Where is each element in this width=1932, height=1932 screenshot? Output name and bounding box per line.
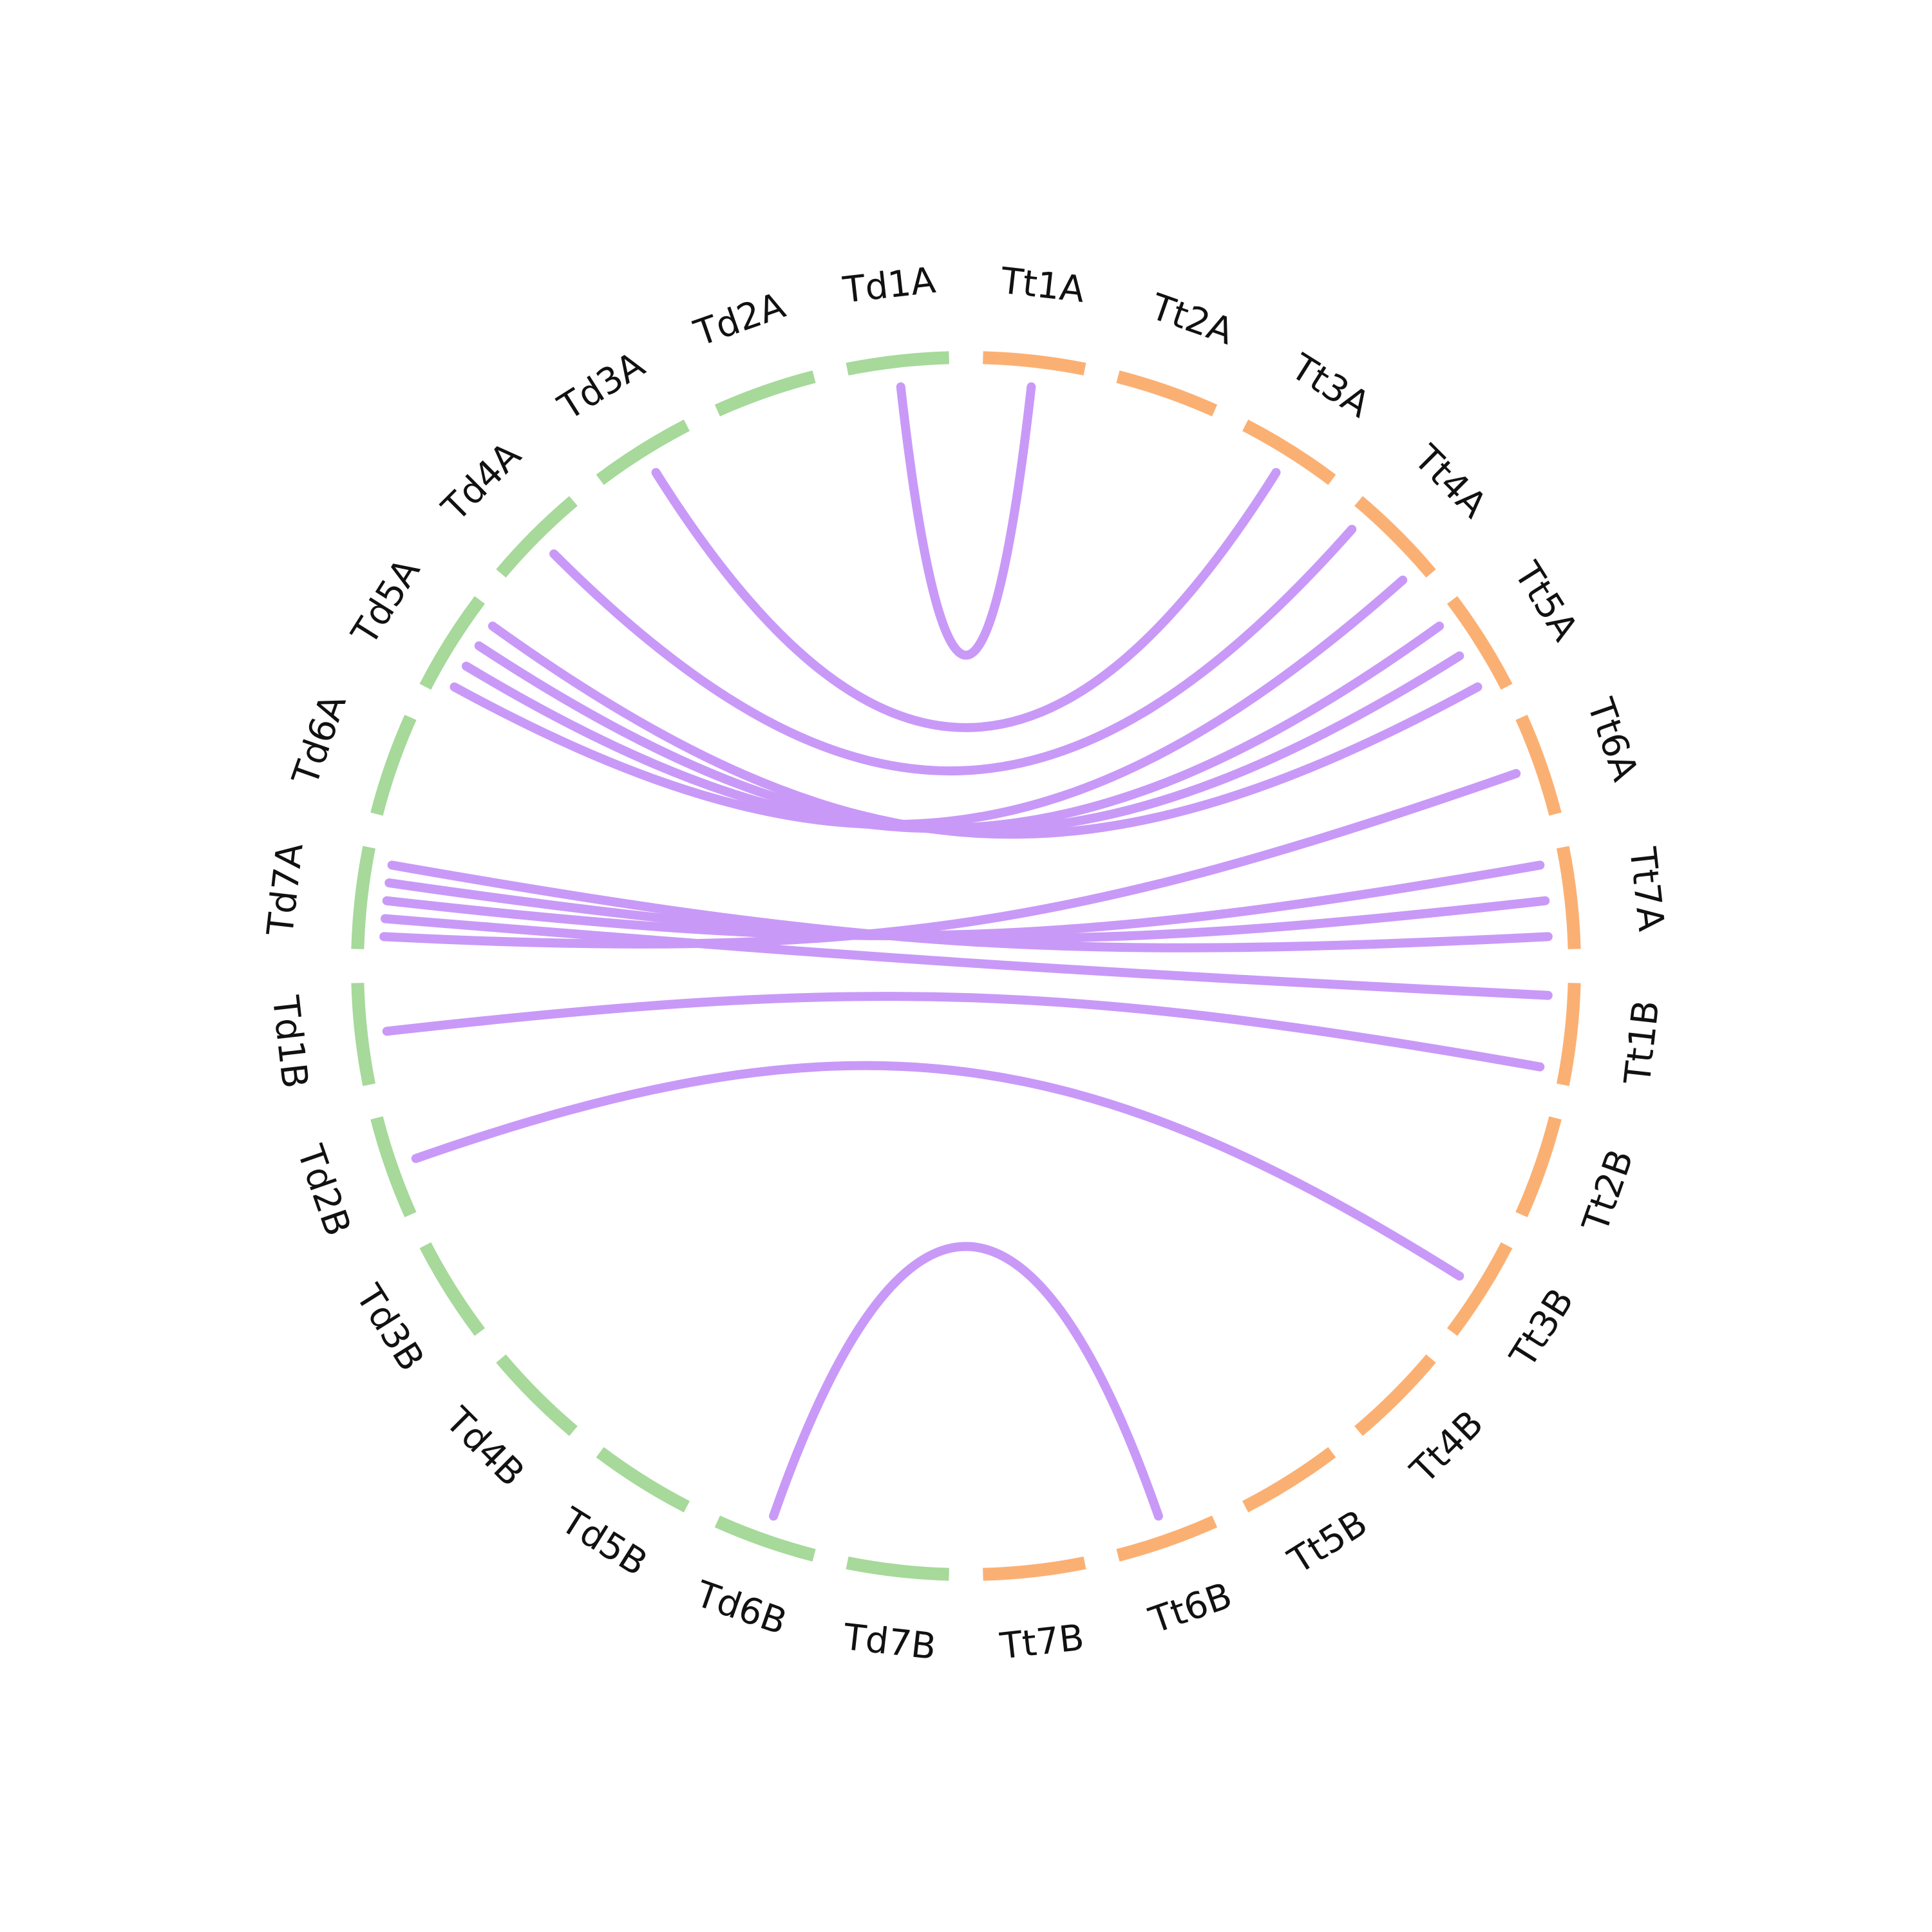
label-tt5b: Tt5B [1281, 1502, 1375, 1583]
link-td2b-tt3b-13 [411, 1061, 1464, 1281]
segment-tt5a [1447, 596, 1513, 690]
segment-td3b [419, 1242, 485, 1336]
segment-tt6a [1515, 714, 1562, 816]
link-td3a-tt3a-1 [651, 468, 1281, 732]
label-tt3a: Tt3A [1283, 346, 1378, 426]
label-td7b: Td7B [841, 1616, 938, 1669]
link-td7a-tt6a-7 [379, 769, 1521, 949]
link-td5a-tt4a-3 [450, 575, 1408, 829]
synteny-links [379, 382, 1553, 1521]
label-tt2a: Tt2A [1145, 286, 1238, 354]
segment-td3a [596, 419, 690, 485]
segment-td4a [496, 496, 578, 578]
segment-tt4a [1354, 496, 1436, 578]
segment-tt2a [1116, 370, 1218, 417]
segment-td6a [370, 714, 417, 816]
label-td7a: Td7A [260, 841, 312, 938]
label-td3b: Td3B [347, 1277, 432, 1378]
segment-td5b [596, 1447, 690, 1513]
segment-tt5b [1242, 1447, 1336, 1513]
segment-td6b [714, 1515, 816, 1562]
segment-td7a [351, 846, 375, 949]
segment-tt6b [1116, 1515, 1218, 1562]
segment-tt7a [1557, 846, 1581, 949]
label-tt1a: Tt1A [998, 260, 1087, 311]
label-tt2b: Tt2B [1575, 1144, 1642, 1238]
link-td6b-tt6b-14 [769, 1242, 1163, 1521]
label-td2a: Td2A [688, 285, 790, 355]
label-td6b: Td6B [690, 1573, 791, 1643]
segment-tt3b [1447, 1242, 1513, 1336]
segment-tt7b [983, 1557, 1086, 1581]
label-td3a: Td3A [551, 344, 652, 429]
label-td4b: Td4B [437, 1399, 532, 1495]
label-tt6a: Tt6A [1578, 693, 1646, 786]
link-td1b-tt1b-12 [382, 992, 1545, 1072]
segment-tt4b [1354, 1354, 1436, 1436]
segment-tt2b [1515, 1116, 1562, 1218]
link-td7a-tt1b-8 [380, 914, 1553, 1000]
segment-td1a [846, 351, 949, 375]
segment-td2a [714, 370, 816, 417]
label-tt6b: Tt6B [1144, 1575, 1237, 1642]
label-td4a: Td4A [434, 434, 529, 529]
label-tt7b: Tt7B [998, 1616, 1086, 1667]
chromosome-segments [351, 351, 1581, 1581]
label-tt1b: Tt1B [1616, 998, 1667, 1087]
segment-td4b [496, 1354, 578, 1436]
label-td6a: Td6A [285, 689, 355, 791]
link-td5a-tt5a-6 [488, 621, 1482, 839]
link-td1a-tt1a-0 [896, 382, 1036, 660]
segment-tt1a [983, 351, 1086, 375]
segment-td1b [351, 983, 375, 1086]
label-tt7a: Tt7A [1621, 845, 1672, 934]
segment-tt1b [1557, 983, 1581, 1086]
link-td5a-tt5a-5 [474, 641, 1464, 835]
label-td5a: Td5A [343, 551, 428, 652]
label-tt4b: Tt4B [1402, 1403, 1492, 1492]
label-tt4a: Tt4A [1405, 437, 1495, 526]
label-tt3b: Tt3B [1502, 1282, 1582, 1376]
link-td4a-tt4a-2 [549, 524, 1357, 776]
segment-td5a [419, 596, 485, 690]
label-td2b: Td2B [289, 1139, 359, 1241]
label-td5b: Td5B [553, 1499, 654, 1584]
segment-tt3a [1242, 419, 1336, 485]
segment-td7b [846, 1557, 949, 1581]
segment-td2b [370, 1116, 417, 1218]
label-td1a: Td1A [840, 260, 938, 312]
label-tt5a: Tt5A [1506, 554, 1586, 649]
link-td7a-tt7a-11 [387, 860, 1553, 952]
label-td1b: Td1B [264, 993, 316, 1090]
